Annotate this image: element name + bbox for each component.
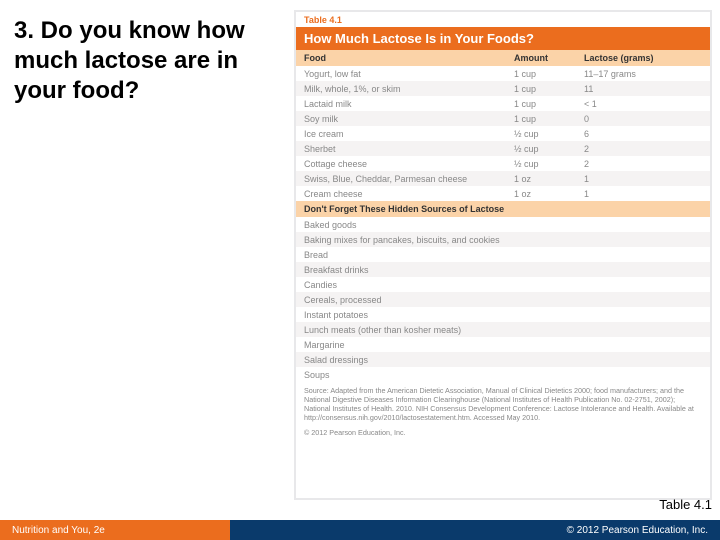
- table-row: Margarine: [296, 337, 710, 352]
- cell-hidden: Bread: [304, 250, 702, 260]
- cell-lactose: 1: [584, 174, 702, 184]
- table-row: Swiss, Blue, Cheddar, Parmesan cheese1 o…: [296, 171, 710, 186]
- table-row: Instant potatoes: [296, 307, 710, 322]
- table-copyright: © 2012 Pearson Education, Inc.: [296, 426, 710, 441]
- cell-food: Ice cream: [304, 129, 514, 139]
- table-row: Yogurt, low fat1 cup11–17 grams: [296, 66, 710, 81]
- hidden-sources-header: Don't Forget These Hidden Sources of Lac…: [296, 201, 710, 217]
- cell-lactose: 11–17 grams: [584, 69, 702, 79]
- cell-food: Yogurt, low fat: [304, 69, 514, 79]
- slide-footer: Nutrition and You, 2e © 2012 Pearson Edu…: [0, 520, 720, 540]
- col-header-amount: Amount: [514, 53, 584, 63]
- table-source: Source: Adapted from the American Dietet…: [296, 382, 710, 426]
- footer-left: Nutrition and You, 2e: [0, 520, 230, 540]
- footer-right: © 2012 Pearson Education, Inc.: [230, 520, 720, 540]
- col-header-food: Food: [304, 53, 514, 63]
- table-rows: Yogurt, low fat1 cup11–17 gramsMilk, who…: [296, 66, 710, 201]
- table-title: How Much Lactose Is in Your Foods?: [296, 27, 710, 50]
- cell-amount: 1 cup: [514, 84, 584, 94]
- cell-hidden: Baking mixes for pancakes, biscuits, and…: [304, 235, 702, 245]
- cell-hidden: Instant potatoes: [304, 310, 702, 320]
- col-header-lactose: Lactose (grams): [584, 53, 702, 63]
- table-label: Table 4.1: [296, 12, 710, 25]
- table-row: Sherbet½ cup2: [296, 141, 710, 156]
- table-row: Soups: [296, 367, 710, 382]
- table-row: Candies: [296, 277, 710, 292]
- table-row: Cereals, processed: [296, 292, 710, 307]
- cell-hidden: Baked goods: [304, 220, 702, 230]
- cell-amount: 1 cup: [514, 69, 584, 79]
- table-row: Breakfast drinks: [296, 262, 710, 277]
- table-row: Salad dressings: [296, 352, 710, 367]
- cell-hidden: Candies: [304, 280, 702, 290]
- cell-lactose: 1: [584, 189, 702, 199]
- table-row: Lactaid milk1 cup< 1: [296, 96, 710, 111]
- cell-lactose: 11: [584, 84, 702, 94]
- slide-question-title: 3. Do you know how much lactose are in y…: [14, 16, 284, 106]
- table-reference: Table 4.1: [659, 497, 712, 512]
- cell-amount: 1 cup: [514, 114, 584, 124]
- table-row: Baking mixes for pancakes, biscuits, and…: [296, 232, 710, 247]
- table-row: Lunch meats (other than kosher meats): [296, 322, 710, 337]
- cell-amount: ½ cup: [514, 129, 584, 139]
- cell-food: Sherbet: [304, 144, 514, 154]
- cell-amount: 1 oz: [514, 174, 584, 184]
- cell-food: Cream cheese: [304, 189, 514, 199]
- cell-amount: ½ cup: [514, 159, 584, 169]
- cell-hidden: Breakfast drinks: [304, 265, 702, 275]
- cell-food: Milk, whole, 1%, or skim: [304, 84, 514, 94]
- cell-amount: 1 oz: [514, 189, 584, 199]
- table-row: Cream cheese1 oz1: [296, 186, 710, 201]
- cell-hidden: Salad dressings: [304, 355, 702, 365]
- cell-lactose: 0: [584, 114, 702, 124]
- cell-hidden: Cereals, processed: [304, 295, 702, 305]
- slide: 3. Do you know how much lactose are in y…: [0, 0, 720, 540]
- table-row: Bread: [296, 247, 710, 262]
- cell-hidden: Lunch meats (other than kosher meats): [304, 325, 702, 335]
- table-row: Soy milk1 cup0: [296, 111, 710, 126]
- cell-food: Lactaid milk: [304, 99, 514, 109]
- table-row: Milk, whole, 1%, or skim1 cup11: [296, 81, 710, 96]
- hidden-rows: Baked goods Baking mixes for pancakes, bi…: [296, 217, 710, 382]
- table-row: Ice cream½ cup6: [296, 126, 710, 141]
- cell-amount: ½ cup: [514, 144, 584, 154]
- cell-lactose: 6: [584, 129, 702, 139]
- cell-lactose: < 1: [584, 99, 702, 109]
- cell-hidden: Margarine: [304, 340, 702, 350]
- cell-food: Swiss, Blue, Cheddar, Parmesan cheese: [304, 174, 514, 184]
- table-row: Cottage cheese½ cup2: [296, 156, 710, 171]
- cell-hidden: Soups: [304, 370, 702, 380]
- table-header-row: Food Amount Lactose (grams): [296, 50, 710, 66]
- cell-food: Soy milk: [304, 114, 514, 124]
- cell-lactose: 2: [584, 144, 702, 154]
- cell-lactose: 2: [584, 159, 702, 169]
- lactose-table: Table 4.1 How Much Lactose Is in Your Fo…: [294, 10, 712, 500]
- cell-food: Cottage cheese: [304, 159, 514, 169]
- cell-amount: 1 cup: [514, 99, 584, 109]
- table-row: Baked goods: [296, 217, 710, 232]
